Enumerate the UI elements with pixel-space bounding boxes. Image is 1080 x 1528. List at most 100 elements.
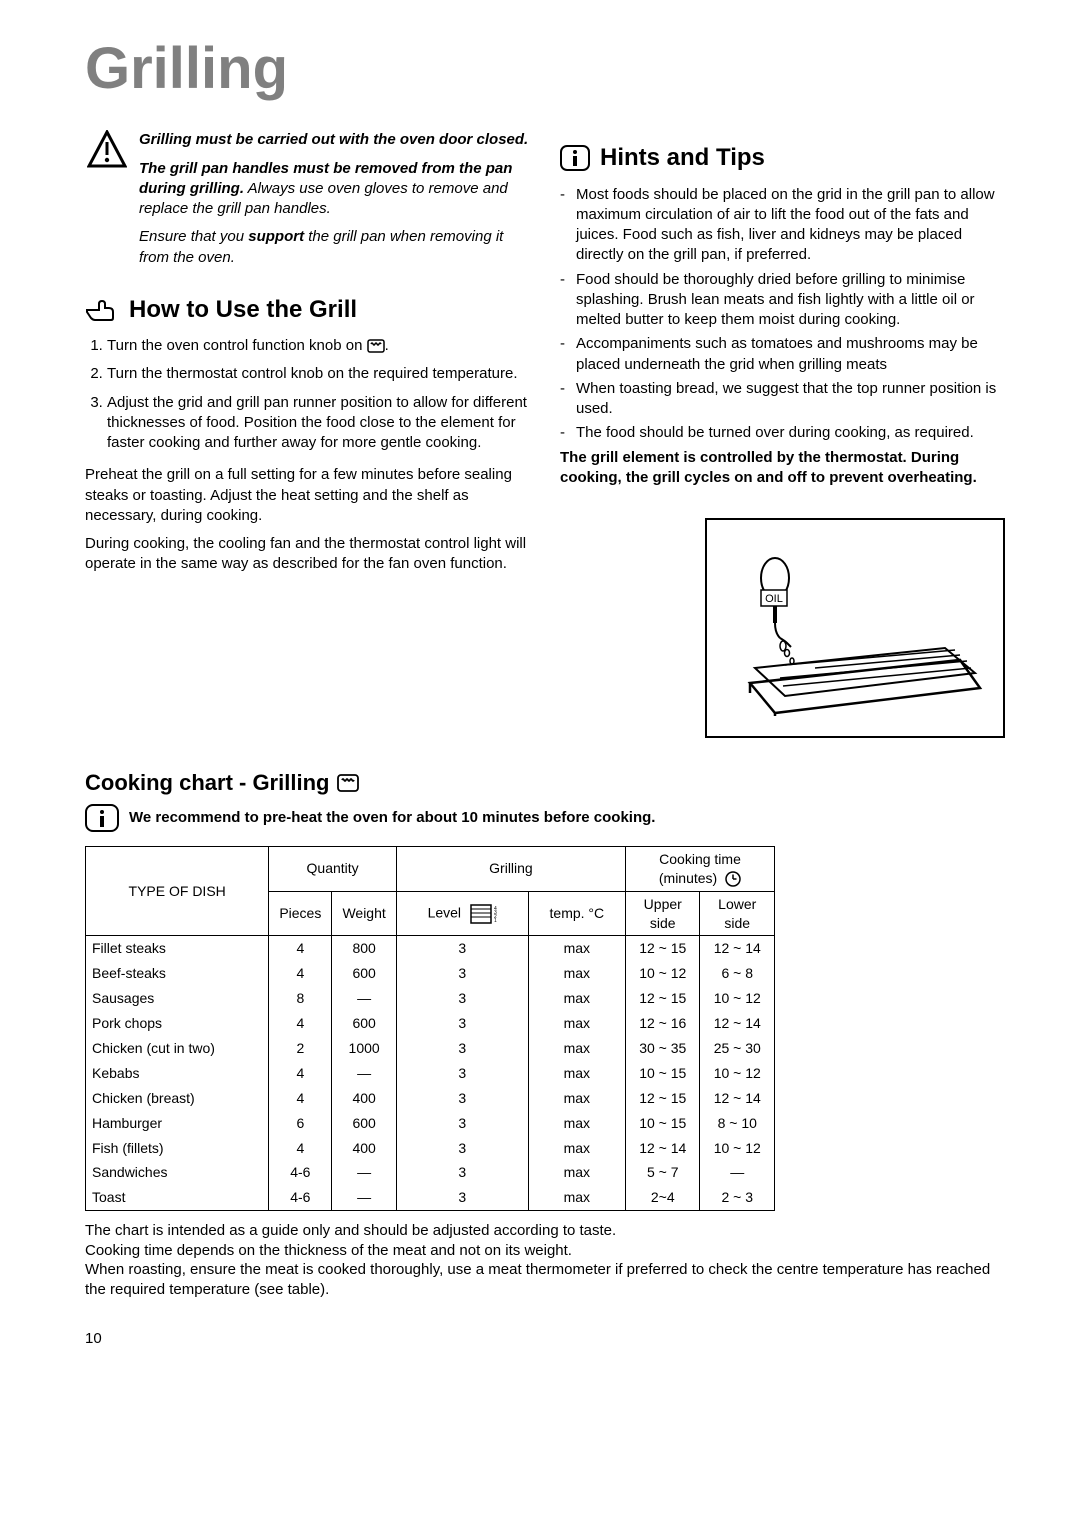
warning-line1: Grilling must be carried out with the ov… <box>139 130 530 150</box>
how-to-use-heading: How to Use the Grill <box>129 294 357 326</box>
warning-line3a: Ensure that you <box>139 228 248 245</box>
th-temp: temp. °C <box>528 891 625 936</box>
table-cell: max <box>528 1185 625 1210</box>
svg-text:1: 1 <box>494 918 497 924</box>
table-row: Fish (fillets)44003max12 ~ 1410 ~ 12 <box>86 1136 775 1161</box>
table-cell: Fish (fillets) <box>86 1136 269 1161</box>
table-cell: 10 ~ 15 <box>626 1061 700 1086</box>
hand-pointer-icon <box>85 298 119 322</box>
table-row: Fillet steaks48003max12 ~ 1512 ~ 14 <box>86 936 775 961</box>
table-cell: max <box>528 986 625 1011</box>
warning-line3b: support <box>248 228 304 245</box>
footer-notes: The chart is intended as a guide only an… <box>85 1221 1005 1299</box>
table-cell: 4 <box>269 936 332 961</box>
table-cell: 3 <box>396 986 528 1011</box>
table-cell: Fillet steaks <box>86 936 269 961</box>
hint-1: Most foods should be placed on the grid … <box>560 185 1005 266</box>
table-cell: max <box>528 1136 625 1161</box>
table-cell: 3 <box>396 1086 528 1111</box>
table-cell: 3 <box>396 1160 528 1185</box>
hint-2: Food should be thoroughly dried before g… <box>560 270 1005 331</box>
table-cell: 12 ~ 15 <box>626 986 700 1011</box>
how-to-use-p1: Preheat the grill on a full setting for … <box>85 465 530 526</box>
table-cell: Kebabs <box>86 1061 269 1086</box>
table-cell: 400 <box>332 1136 397 1161</box>
table-row: Toast4-6—3max2~42 ~ 3 <box>86 1185 775 1210</box>
table-cell: 4 <box>269 1011 332 1036</box>
table-cell: 2 <box>269 1036 332 1061</box>
table-cell: 4 <box>269 961 332 986</box>
table-row: Beef-steaks46003max10 ~ 126 ~ 8 <box>86 961 775 986</box>
table-cell: max <box>528 1111 625 1136</box>
table-cell: 12 ~ 15 <box>626 1086 700 1111</box>
table-cell: — <box>700 1160 775 1185</box>
warning-icon <box>87 130 127 168</box>
th-level-wrap: Level 4321 <box>396 891 528 936</box>
table-cell: 10 ~ 12 <box>700 1136 775 1161</box>
table-cell: max <box>528 1011 625 1036</box>
th-lower: Lower side <box>700 891 775 936</box>
table-cell: 10 ~ 12 <box>700 1061 775 1086</box>
hint-3: Accompaniments such as tomatoes and mush… <box>560 334 1005 375</box>
footer-note-3: When roasting, ensure the meat is cooked… <box>85 1260 1005 1299</box>
table-cell: 3 <box>396 1185 528 1210</box>
step-3: Adjust the grid and grill pan runner pos… <box>107 393 530 454</box>
table-row: Chicken (cut in two)210003max30 ~ 3525 ~… <box>86 1036 775 1061</box>
hints-heading: Hints and Tips <box>600 142 765 174</box>
oil-label: OIL <box>765 593 783 605</box>
grill-pan-illustration: OIL <box>705 518 1005 738</box>
table-cell: 800 <box>332 936 397 961</box>
hints-header: Hints and Tips <box>560 142 1005 174</box>
table-cell: 12 ~ 14 <box>700 936 775 961</box>
table-cell: 6 <box>269 1111 332 1136</box>
table-cell: 10 ~ 15 <box>626 1111 700 1136</box>
table-row: Pork chops46003max12 ~ 1612 ~ 14 <box>86 1011 775 1036</box>
how-to-use-p2: During cooking, the cooling fan and the … <box>85 534 530 575</box>
table-cell: 30 ~ 35 <box>626 1036 700 1061</box>
table-cell: 3 <box>396 1111 528 1136</box>
table-cell: max <box>528 1061 625 1086</box>
hint-5: The food should be turned over during co… <box>560 423 1005 443</box>
table-cell: 3 <box>396 936 528 961</box>
table-cell: 4-6 <box>269 1160 332 1185</box>
th-cooktime-wrap: Cooking time (minutes) <box>626 846 775 891</box>
table-cell: 3 <box>396 961 528 986</box>
table-cell: 600 <box>332 1011 397 1036</box>
table-cell: 3 <box>396 1011 528 1036</box>
table-cell: Beef-steaks <box>86 961 269 986</box>
th-upper: Upper side <box>626 891 700 936</box>
table-cell: 12 ~ 14 <box>626 1136 700 1161</box>
table-cell: Hamburger <box>86 1111 269 1136</box>
table-cell: 3 <box>396 1136 528 1161</box>
table-cell: 10 ~ 12 <box>626 961 700 986</box>
table-cell: Chicken (cut in two) <box>86 1036 269 1061</box>
steps-list: Turn the oven control function knob on .… <box>85 336 530 453</box>
chart-note-row: We recommend to pre-heat the oven for ab… <box>85 804 1005 832</box>
chart-note: We recommend to pre-heat the oven for ab… <box>129 808 655 828</box>
th-weight: Weight <box>332 891 397 936</box>
table-cell: 5 ~ 7 <box>626 1160 700 1185</box>
table-cell: 4-6 <box>269 1185 332 1210</box>
table-cell: 12 ~ 15 <box>626 936 700 961</box>
page-number: 10 <box>85 1329 1005 1349</box>
info-icon <box>85 804 119 832</box>
table-cell: 6 ~ 8 <box>700 961 775 986</box>
table-cell: 400 <box>332 1086 397 1111</box>
table-cell: — <box>332 1061 397 1086</box>
table-cell: Sandwiches <box>86 1160 269 1185</box>
table-cell: 12 ~ 16 <box>626 1011 700 1036</box>
cooking-chart-table: TYPE OF DISH Quantity Grilling Cooking t… <box>85 846 775 1211</box>
table-cell: 3 <box>396 1061 528 1086</box>
warning-block: Grilling must be carried out with the ov… <box>85 130 530 276</box>
step-1: Turn the oven control function knob on . <box>107 336 530 356</box>
table-cell: Chicken (breast) <box>86 1086 269 1111</box>
table-cell: — <box>332 986 397 1011</box>
th-grilling: Grilling <box>396 846 625 891</box>
info-icon <box>560 145 590 171</box>
grill-mode-icon <box>337 774 359 792</box>
th-pieces: Pieces <box>269 891 332 936</box>
step-2: Turn the thermostat control knob on the … <box>107 364 530 384</box>
table-row: Kebabs4—3max10 ~ 1510 ~ 12 <box>86 1061 775 1086</box>
hints-list: Most foods should be placed on the grid … <box>560 185 1005 444</box>
table-cell: 2~4 <box>626 1185 700 1210</box>
